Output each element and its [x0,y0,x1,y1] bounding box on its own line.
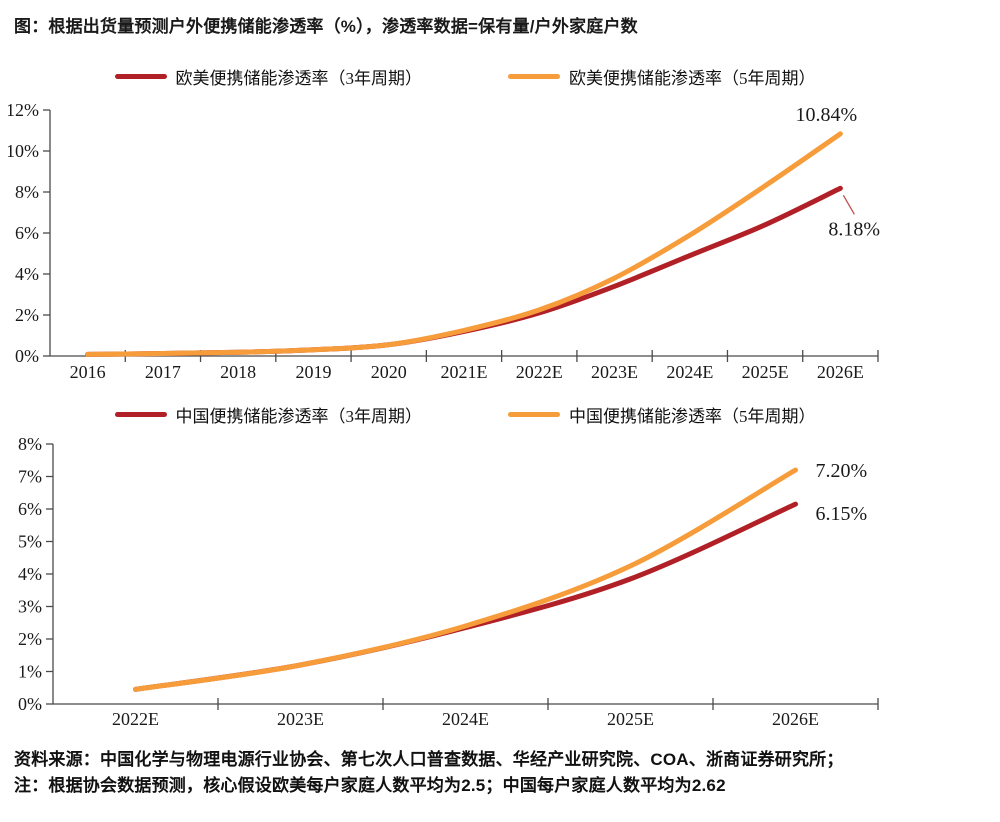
note-line: 注：根据协会数据预测，核心假设欧美每户家庭人数平均为2.5；中国每户家庭人数平均… [14,776,726,795]
legend-item-europe-3yr: 欧美便携储能渗透率（3年周期） [114,64,423,89]
europe-legend: 欧美便携储能渗透率（3年周期） 欧美便携储能渗透率（5年周期） [0,64,965,89]
legend-label-china-3yr: 中国便携储能渗透率（3年周期） [175,406,423,426]
legend-swatch-red [114,73,167,79]
end-value-annotation: 7.20% [816,460,868,482]
x-axis-label: 2024E [442,709,489,729]
china-legend: 中国便携储能渗透率（3年周期） 中国便携储能渗透率（5年周期） [0,402,965,427]
end-value-annotation: 8.18% [828,218,880,240]
x-axis-label: 2025E [742,362,789,382]
series-line-orange [133,467,798,692]
end-value-annotation: 10.84% [796,104,858,126]
axis-lines [49,110,878,357]
legend-swatch-orange [508,411,560,417]
y-axis-label: 7% [18,467,42,487]
legend-swatch-orange [508,73,560,79]
report-figure: 图：根据出货量预测户外便携储能渗透率（%），渗透率数据=保有量/户外家庭户数 欧… [0,12,1000,822]
legend-item-europe-5yr: 欧美便携储能渗透率（5年周期） [508,64,816,89]
annotation-leader-line [842,194,855,215]
x-axis-label: 2026E [817,362,864,382]
y-axis-label: 0% [18,694,42,714]
axis-lines [52,444,878,705]
legend-item-china-5yr: 中国便携储能渗透率（5年周期） [508,402,816,427]
y-axis-label: 2% [18,629,42,649]
x-axis-label: 2024E [666,362,713,382]
europe-penetration-chart: 0% 2% 4% 6% 8% 10% 12% 2016 2017 2018 2019 2020 2021… [8,100,880,382]
y-axis-label: 4% [15,264,39,284]
y-axis-label: 3% [18,597,42,617]
x-axis-label: 2023E [277,709,324,729]
x-axis-label: 2018 [220,362,256,382]
x-axis-label: 2025E [607,709,654,729]
source-line: 资料来源：中国化学与物理电源行业协会、第七次人口普查数据、华经产业研究院、COA… [14,750,844,769]
figure-title: 图：根据出货量预测户外便携储能渗透率（%），渗透率数据=保有量/户外家庭户数 [14,17,638,36]
x-axis-label: 2016 [70,362,106,382]
legend-swatch-red [114,411,167,417]
y-axis-label: 6% [18,499,42,519]
y-axis-label: 4% [18,564,42,584]
y-axis-label: 10% [8,141,39,161]
y-axis-label: 5% [18,532,42,552]
x-axis-label: 2022E [112,709,159,729]
y-axis-label: 1% [18,662,42,682]
source-note: 资料来源：中国化学与物理电源行业协会、第七次人口普查数据、华经产业研究院、COA… [14,747,1000,799]
x-axis-label: 2020 [371,362,407,382]
y-axis-label: 8% [18,434,42,454]
x-axis-label: 2017 [145,362,181,382]
x-axis-label: 2026E [772,709,819,729]
legend-item-china-3yr: 中国便携储能渗透率（3年周期） [114,402,423,427]
legend-label-europe-3yr: 欧美便携储能渗透率（3年周期） [175,68,423,88]
x-axis-label: 2021E [441,362,488,382]
series-line-orange [85,131,843,357]
europe-chart-section: 欧美便携储能渗透率（3年周期） 欧美便携储能渗透率（5年周期） 0% 2% 4% 6%… [0,65,1000,387]
x-axis-label: 2022E [516,362,563,382]
china-penetration-chart: 0% 1% 2% 3% 4% 5% 6% 7% 8% 2022E 2023E 2024E 2025E 20… [18,434,879,729]
legend-label-china-5yr: 中国便携储能渗透率（5年周期） [569,406,816,426]
y-axis-label: 2% [15,305,39,325]
y-axis-label: 12% [8,100,39,120]
china-chart-section: 中国便携储能渗透率（3年周期） 中国便携储能渗透率（5年周期） 0% 1% 2% 3%… [0,403,1000,733]
legend-label-europe-5yr: 欧美便携储能渗透率（5年周期） [569,68,816,88]
x-axis-label: 2023E [591,362,638,382]
y-axis-label: 0% [15,346,39,366]
y-axis-label: 6% [15,223,39,243]
y-axis-label: 8% [15,182,39,202]
x-axis-label: 2019 [295,362,331,382]
end-value-annotation: 6.15% [816,503,868,525]
